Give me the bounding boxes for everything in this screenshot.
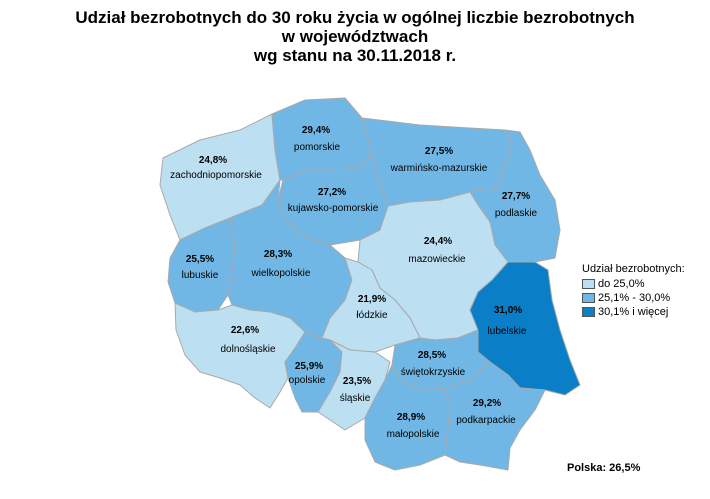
legend-title: Udział bezrobotnych: bbox=[582, 263, 685, 275]
label-slaskie: 23,5% śląskie bbox=[340, 376, 372, 404]
name-pomorskie: pomorskie bbox=[294, 142, 341, 153]
value-warminsko-mazurskie: 27,5% bbox=[425, 146, 453, 157]
name-lodzkie: łódzkie bbox=[356, 310, 388, 321]
region-lodzkie bbox=[321, 257, 421, 353]
label-podkarpackie: 29,2% podkarpackie bbox=[456, 398, 516, 426]
value-slaskie: 23,5% bbox=[343, 376, 371, 387]
legend-item-high: 30,1% i więcej bbox=[582, 305, 685, 319]
value-dolnoslaskie: 22,6% bbox=[231, 325, 259, 336]
label-pomorskie: 29,4% pomorskie bbox=[294, 125, 341, 153]
value-podlaskie: 27,7% bbox=[502, 191, 530, 202]
value-zachodniopomorskie: 24,8% bbox=[199, 155, 227, 166]
label-zachodniopomorskie: 24,8% zachodniopomorskie bbox=[170, 155, 262, 181]
name-slaskie: śląskie bbox=[340, 393, 371, 404]
name-zachodniopomorskie: zachodniopomorskie bbox=[170, 170, 262, 181]
label-malopolskie: 28,9% małopolskie bbox=[387, 412, 440, 440]
national-average: Polska: 26,5% bbox=[567, 462, 641, 474]
region-slaskie bbox=[317, 339, 391, 431]
region-dolnoslaskie bbox=[174, 302, 306, 409]
name-lubelskie: lubelskie bbox=[488, 326, 527, 337]
region-pomorskie bbox=[271, 97, 373, 181]
label-lubelskie: 31,0% lubelskie bbox=[488, 305, 527, 337]
legend: Udział bezrobotnych: do 25,0% 25,1% - 30… bbox=[582, 263, 685, 319]
name-lubuskie: lubuskie bbox=[182, 270, 219, 281]
label-opolskie: 25,9% opolskie bbox=[289, 361, 326, 386]
map-title: Udział bezrobotnych do 30 roku życia w o… bbox=[0, 8, 710, 65]
legend-swatch-low bbox=[582, 279, 595, 289]
label-wielkopolskie: 28,3% wielkopolskie bbox=[251, 249, 311, 279]
legend-swatch-mid bbox=[582, 293, 595, 303]
label-lodzkie: 21,9% łódzkie bbox=[356, 294, 388, 321]
label-kujawsko-pomorskie: 27,2% kujawsko-pomorskie bbox=[288, 187, 379, 214]
value-lodzkie: 21,9% bbox=[358, 294, 386, 305]
value-kujawsko-pomorskie: 27,2% bbox=[318, 187, 346, 198]
label-warminsko-mazurskie: 27,5% warmińsko-mazurskie bbox=[390, 146, 488, 174]
value-lubelskie: 31,0% bbox=[494, 305, 522, 316]
title-line-1: Udział bezrobotnych do 30 roku życia w o… bbox=[75, 8, 635, 27]
name-malopolskie: małopolskie bbox=[387, 429, 440, 440]
legend-item-low: do 25,0% bbox=[582, 277, 685, 291]
value-podkarpackie: 29,2% bbox=[473, 398, 501, 409]
label-mazowieckie: 24,4% mazowieckie bbox=[408, 236, 466, 265]
label-podlaskie: 27,7% podlaskie bbox=[495, 191, 538, 219]
name-kujawsko-pomorskie: kujawsko-pomorskie bbox=[288, 203, 379, 214]
name-swietokrzyskie: świętokrzyskie bbox=[401, 367, 466, 378]
name-podlaskie: podlaskie bbox=[495, 208, 538, 219]
legend-label-mid: 25,1% - 30,0% bbox=[598, 292, 671, 304]
value-swietokrzyskie: 28,5% bbox=[418, 350, 446, 361]
value-opolskie: 25,9% bbox=[295, 361, 323, 372]
legend-label-high: 30,1% i więcej bbox=[598, 306, 669, 318]
name-podkarpackie: podkarpackie bbox=[456, 415, 516, 426]
name-mazowieckie: mazowieckie bbox=[408, 254, 466, 265]
value-mazowieckie: 24,4% bbox=[424, 236, 452, 247]
name-wielkopolskie: wielkopolskie bbox=[251, 268, 311, 279]
label-swietokrzyskie: 28,5% świętokrzyskie bbox=[401, 350, 466, 378]
label-dolnoslaskie: 22,6% dolnośląskie bbox=[220, 325, 275, 355]
value-pomorskie: 29,4% bbox=[302, 125, 330, 136]
title-line-3: wg stanu na 30.11.2018 r. bbox=[253, 46, 457, 65]
title-line-2: w województwach bbox=[281, 27, 429, 46]
label-lubuskie: 25,5% lubuskie bbox=[182, 254, 219, 281]
value-lubuskie: 25,5% bbox=[186, 254, 214, 265]
value-wielkopolskie: 28,3% bbox=[264, 249, 292, 260]
region-podkarpackie bbox=[444, 361, 546, 471]
name-dolnoslaskie: dolnośląskie bbox=[220, 344, 275, 355]
legend-label-low: do 25,0% bbox=[598, 278, 645, 290]
name-warminsko-mazurskie: warmińsko-mazurskie bbox=[390, 163, 488, 174]
region-lubuskie bbox=[167, 217, 236, 313]
legend-swatch-high bbox=[582, 307, 595, 317]
name-opolskie: opolskie bbox=[289, 375, 326, 386]
legend-item-mid: 25,1% - 30,0% bbox=[582, 291, 685, 305]
value-malopolskie: 28,9% bbox=[397, 412, 425, 423]
